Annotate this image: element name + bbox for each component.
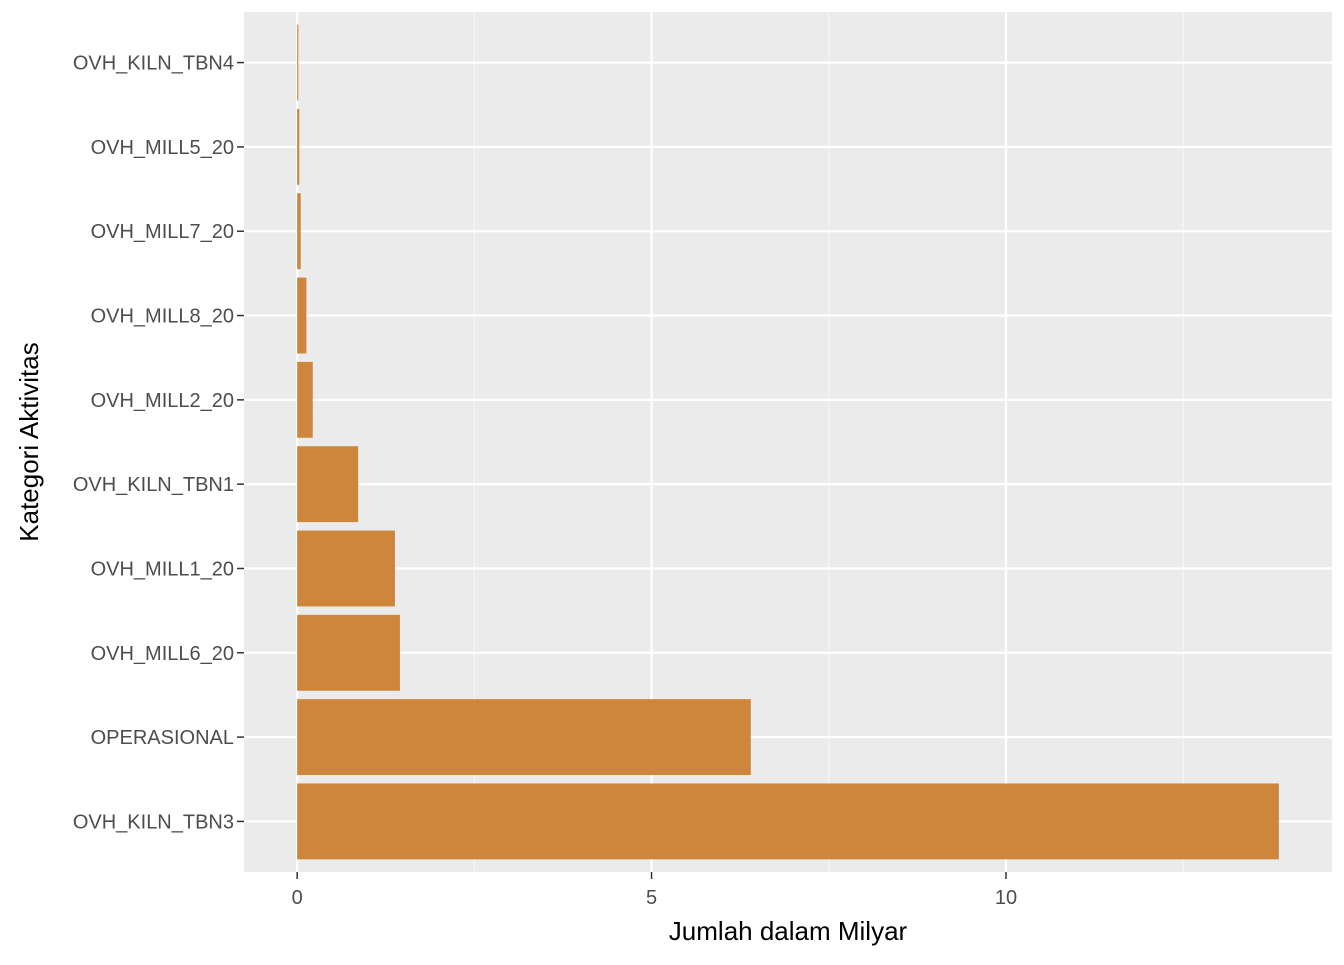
y-tick-label: OVH_KILN_TBN1 xyxy=(73,474,234,496)
y-tick-label: OPERASIONAL xyxy=(91,727,234,749)
y-axis: OVH_KILN_TBN3 OPERASIONAL OVH_MILL6_20 OVH_… xyxy=(73,53,244,833)
bar-ovh-mill7-20 xyxy=(297,193,301,270)
bar-ovh-kiln-tbn3 xyxy=(297,783,1279,860)
x-tick-label: 5 xyxy=(646,887,657,909)
bar-ovh-kiln-tbn4 xyxy=(297,24,299,101)
y-tick-label: OVH_MILL6_20 xyxy=(91,643,234,665)
y-tick-label: OVH_MILL5_20 xyxy=(91,137,234,159)
y-tick-label: OVH_KILN_TBN4 xyxy=(73,53,234,75)
bar-ovh-mill6-20 xyxy=(297,614,400,691)
x-tick-label: 10 xyxy=(995,887,1017,909)
y-tick-label: OVH_MILL1_20 xyxy=(91,558,234,580)
x-axis: 0 5 10 xyxy=(292,872,1017,909)
x-tick-label: 0 xyxy=(292,887,303,909)
bar-ovh-kiln-tbn1 xyxy=(297,446,359,523)
bar-ovh-mill5-20 xyxy=(297,108,300,185)
bar-ovh-mill1-20 xyxy=(297,530,395,607)
bars xyxy=(297,24,1279,860)
y-tick-label: OVH_MILL8_20 xyxy=(91,306,234,328)
y-axis-title: Kategori Aktivitas xyxy=(14,342,44,541)
y-tick-label: OVH_MILL2_20 xyxy=(91,390,234,412)
y-tick-label: OVH_MILL7_20 xyxy=(91,221,234,243)
x-axis-title: Jumlah dalam Milyar xyxy=(669,916,908,946)
bar-ovh-mill8-20 xyxy=(297,277,307,354)
bar-operasional xyxy=(297,699,751,776)
y-tick-label: OVH_KILN_TBN3 xyxy=(73,811,234,833)
bar-ovh-mill2-20 xyxy=(297,361,313,438)
